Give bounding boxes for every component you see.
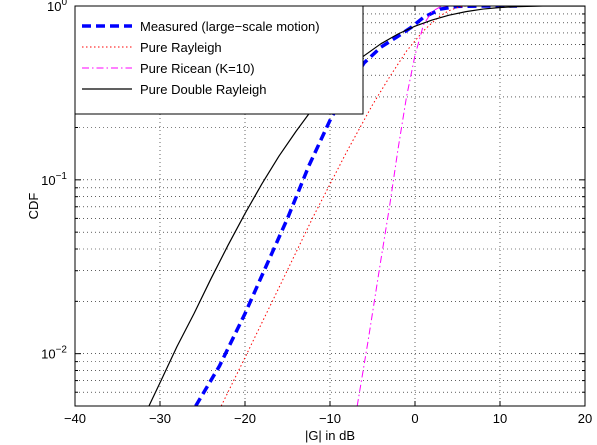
legend: Measured (large−scale motion) Pure Raylei… [74,5,364,115]
legend-label-2: Pure Ricean (K=10) [140,61,255,76]
series-line-0 [194,6,517,406]
x-tick-label: 10 [493,411,507,426]
legend-box [74,5,364,115]
x-tick-label: −40 [64,411,86,426]
x-tick-labels: −40 −30 −20 −10 0 10 20 [64,411,592,426]
legend-label-0: Measured (large−scale motion) [140,19,320,34]
x-tick-label: −20 [234,411,256,426]
y-tick-label: 10−1 [41,171,67,188]
y-tick-labels: 10−2 10−1 100 [41,0,67,362]
series-line-1 [220,6,467,406]
y-axis-label: CDF [26,193,41,220]
x-axis-label: |G| in dB [305,428,355,443]
series-line-2 [356,6,450,406]
x-tick-label: 0 [411,411,418,426]
x-tick-label: −30 [149,411,171,426]
legend-label-1: Pure Rayleigh [140,40,222,55]
x-tick-label: 20 [578,411,592,426]
legend-label-3: Pure Double Rayleigh [140,82,266,97]
y-tick-label: 10−2 [41,345,67,362]
x-tick-label: −10 [319,411,341,426]
y-tick-label: 100 [47,0,67,14]
